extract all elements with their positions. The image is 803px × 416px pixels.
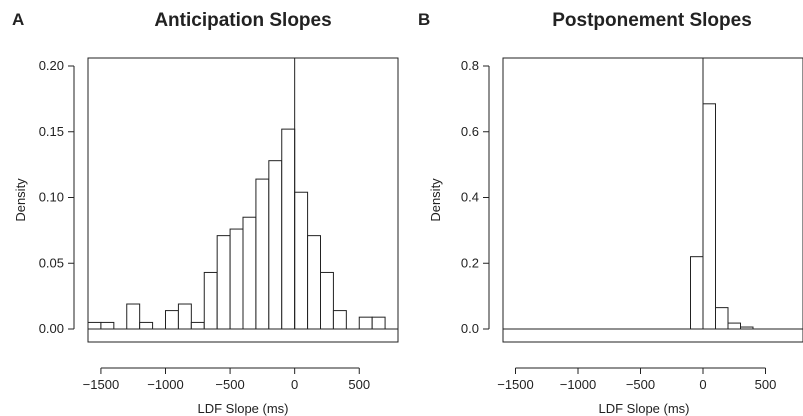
panel-a-x-axis: −1500 −1000 −500 0 500 [83,367,370,392]
panel-a-y-tick-label-0.1: 0.10 [39,190,64,205]
panel-a-plot-frame [87,57,399,343]
panel-a-title: Anticipation Slopes [154,10,331,31]
panel-a-y-axis: 0.00 0.05 0.10 0.15 0.20 [39,58,75,336]
panel-b-bars [690,103,754,330]
panel-b-y-tick-label-0.2: 0.2 [461,255,479,270]
panel-a-bar--900 [177,303,192,330]
panel-b-bar-200 [727,322,741,330]
panel-a-bar--1000 [165,310,179,330]
panel-a-bar--300 [255,178,270,330]
panel-a-x-tick-label--1000: −1000 [147,377,184,392]
panel-a-bar--1200 [139,321,154,330]
panel-a-anticipation: A Anticipation Slopes LDF Slope (ms) Den… [12,10,399,416]
panel-b-title: Postponement Slopes [552,10,752,31]
panel-b-y-tick-label-0.4: 0.4 [461,190,479,205]
panel-a-bar--1600 [87,321,102,330]
panel-a-bar-600 [371,316,386,330]
panel-b-bar--100 [690,256,704,330]
panel-a-bar--200 [268,160,283,330]
panel-a-label: A [12,10,24,29]
panel-a-bar--1300 [126,303,141,330]
panel-a-y-axis-label: Density [13,178,28,222]
panel-a-y-tick-label-0.05: 0.05 [39,255,64,270]
panel-b-x-axis: −1500 −1000 −500 0 500 [497,367,777,392]
panel-b-y-tick-label-0.8: 0.8 [461,58,479,73]
panel-b-y-tick-label-0.6: 0.6 [461,124,479,139]
panel-a-y-tick-label-0: 0.00 [39,321,64,336]
panel-a-bar--100 [281,128,296,330]
panel-a-bar--1500 [100,321,115,330]
panel-a-bar--500 [229,228,244,330]
panel-a-y-tick-label-0.15: 0.15 [39,124,64,139]
panel-a-bar--600 [216,235,231,330]
panel-b-bar-0 [702,103,716,330]
panel-a-bar--700 [203,271,218,330]
panel-b-reference-lines [503,58,803,330]
panel-a-bar--400 [242,216,257,330]
panel-b-x-tick-label-500: 500 [755,377,777,392]
panel-a-bar-100 [307,235,322,330]
panel-b-x-tick-label-0: 0 [699,377,706,392]
panel-a-x-tick-label--500: −500 [215,377,244,392]
panel-b-plot-frame [502,57,803,343]
panel-b-x-tick-label--1500: −1500 [497,377,534,392]
panel-a-bar-500 [358,316,373,330]
panel-a-x-tick-label-500: 500 [348,377,370,392]
panel-b-label: B [418,10,430,29]
panel-b-y-axis-label: Density [428,178,443,222]
panel-a-y-tick-label-0.2: 0.20 [39,58,64,73]
panel-b-x-tick-label--1000: −1000 [560,377,597,392]
panel-b-y-tick-label-0: 0.0 [461,321,479,336]
panel-b-bar-100 [715,307,729,330]
panel-a-x-axis-label: LDF Slope (ms) [197,401,288,416]
panel-b-postponement: B Postponement Slopes LDF Slope (ms) Den… [418,10,803,416]
panel-a-x-tick-label-0: 0 [291,377,298,392]
panel-a-bars [87,128,386,330]
panel-a-bar-300 [332,310,347,330]
panel-a-bar-0 [294,191,309,330]
panel-a-bar-200 [320,271,334,330]
panel-b-x-tick-label--500: −500 [626,377,655,392]
panel-b-x-axis-label: LDF Slope (ms) [598,401,689,416]
panel-b-y-axis: 0.0 0.2 0.4 0.6 0.8 [461,58,490,336]
panel-a-reference-lines [88,58,398,330]
panel-a-x-tick-label--1500: −1500 [83,377,120,392]
panel-a-bar--800 [190,321,205,330]
